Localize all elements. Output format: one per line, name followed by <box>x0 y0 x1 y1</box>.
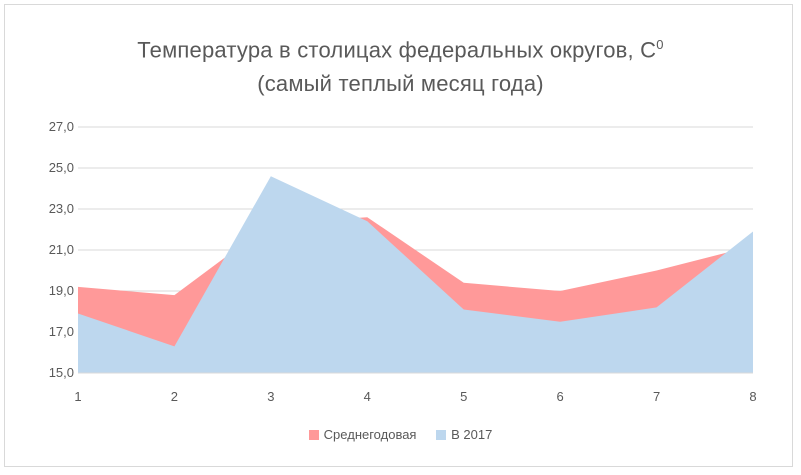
x-tick-label-5: 6 <box>557 389 564 404</box>
chart-legend: Среднегодовая В 2017 <box>0 427 801 443</box>
y-tick-label-0: 15,0 <box>49 365 74 380</box>
legend-item-series-1: Среднегодовая <box>308 427 417 442</box>
legend-label-series-2: В 2017 <box>451 427 493 442</box>
chart-frame <box>4 4 793 467</box>
y-tick-label-3: 21,0 <box>49 242 74 257</box>
chart-title-line2: (самый теплый месяц года) <box>257 71 544 97</box>
y-tick-label-6: 27,0 <box>49 119 74 134</box>
legend-swatch-series-2 <box>436 429 447 440</box>
x-tick-label-1: 2 <box>171 389 178 404</box>
x-tick-label-7: 8 <box>749 389 756 404</box>
legend-item-series-2: В 2017 <box>436 427 492 442</box>
y-tick-label-1: 17,0 <box>49 324 74 339</box>
x-tick-label-2: 3 <box>267 389 274 404</box>
x-tick-label-3: 4 <box>364 389 371 404</box>
x-tick-label-0: 1 <box>74 389 81 404</box>
x-tick-label-6: 7 <box>653 389 660 404</box>
y-tick-label-4: 23,0 <box>49 201 74 216</box>
y-tick-label-5: 25,0 <box>49 160 74 175</box>
y-tick-label-2: 19,0 <box>49 283 74 298</box>
chart-title: Температура в столицах федеральных округ… <box>0 28 801 101</box>
legend-swatch-series-1 <box>308 429 319 440</box>
legend-label-series-1: Среднегодовая <box>323 427 417 442</box>
chart-title-superscript: 0 <box>656 37 664 52</box>
x-tick-label-4: 5 <box>460 389 467 404</box>
area-series-2 <box>78 176 753 373</box>
chart-title-line1: Температура в столицах федеральных округ… <box>137 37 657 63</box>
